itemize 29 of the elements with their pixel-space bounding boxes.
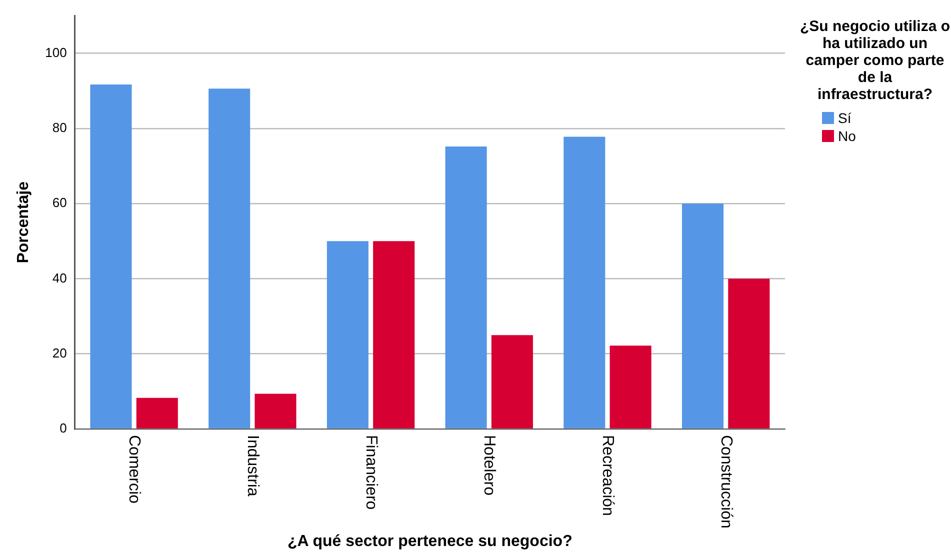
x-tick-label: Construcción [717, 435, 734, 528]
bar [90, 84, 132, 428]
y-tick-label: 80 [52, 120, 67, 136]
legend-label: No [838, 128, 856, 144]
bar [728, 278, 770, 428]
bar [491, 335, 533, 428]
x-tick-label: Hotelero [480, 435, 498, 496]
x-tick-label: Recreación [599, 435, 616, 516]
x-tick-label: Industria [244, 435, 262, 496]
y-tick-label: 0 [60, 420, 67, 436]
bar [564, 136, 606, 428]
legend-title: ¿Su negocio utiliza o ha utilizado un camper como parte de la infraestructura? [800, 18, 950, 103]
bar [373, 241, 415, 428]
x-tick-label: Comercio [126, 435, 143, 504]
bar [445, 146, 487, 428]
x-axis-title: ¿A qué sector pertenece su negocio? [288, 532, 572, 550]
bar [136, 398, 178, 428]
y-tick-label: 100 [45, 44, 67, 60]
bar [610, 346, 652, 428]
bar [326, 241, 368, 428]
bar [208, 88, 250, 428]
y-tick-label: 60 [52, 195, 67, 210]
bar [682, 204, 724, 428]
x-tick-label: Financiero [362, 435, 380, 510]
legend-label: Sí [838, 110, 852, 126]
y-tick-label: 40 [52, 270, 67, 286]
y-axis-title: Porcentaje [15, 181, 32, 264]
bar [254, 394, 296, 428]
y-tick-label: 20 [52, 345, 67, 360]
